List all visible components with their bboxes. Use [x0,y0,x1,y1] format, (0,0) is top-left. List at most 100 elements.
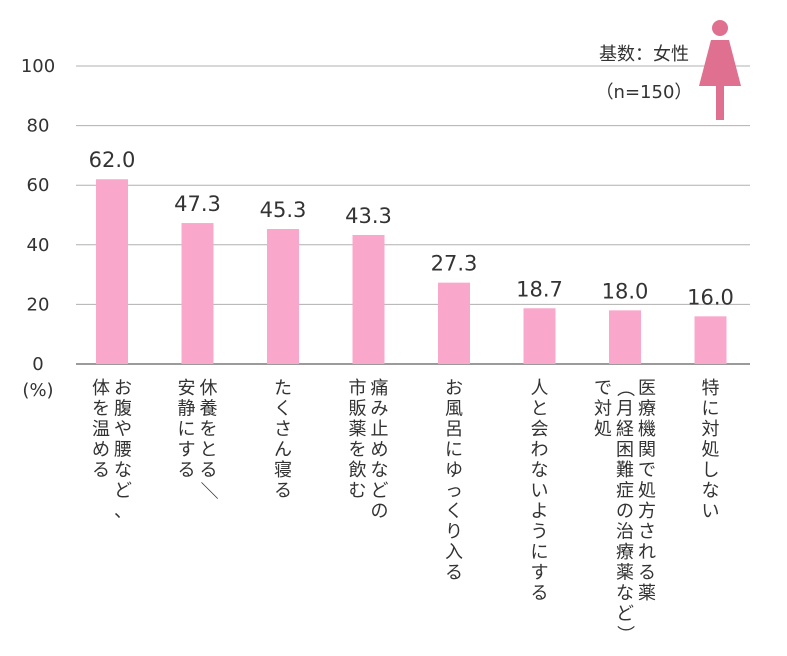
category-char: ど [114,481,132,502]
value-label: 18.0 [602,279,649,303]
value-label: 62.0 [89,148,136,172]
category-char: 薬 [638,583,656,604]
y-tick-label: 80 [27,116,50,137]
category-char: 飲 [349,460,367,481]
category-char: を [92,399,110,420]
category-char: ゆ [445,460,463,481]
category-char: め [371,440,389,461]
category-char: お [445,378,463,399]
category-char: 月 [616,399,634,420]
category-char: 静 [178,399,196,420]
category-char: ん [274,440,292,461]
category-char: で [638,460,656,481]
category-char: と [531,399,549,420]
value-label: 16.0 [687,285,734,309]
category-char: 特 [702,378,720,399]
category-char: う [531,522,549,543]
category-char: 腰 [114,440,132,461]
category-char: な [114,460,132,481]
category-char: 会 [531,419,549,440]
category-char: 休 [200,378,218,399]
category-char: 症 [616,481,634,502]
category-char: 処 [594,419,612,440]
category-char: い [702,501,720,522]
category-char: 安 [178,378,196,399]
value-labels: 62.0 47.3 45.3 43.3 27.3 18.7 18.0 16.0 [89,148,734,309]
bar [609,310,641,364]
category-char: な [702,481,720,502]
category-char: っ [445,481,463,502]
category-char: ／ [198,482,219,500]
unit-label: (%) [22,380,53,401]
icon-dress [699,40,741,86]
category-char: 対 [702,419,720,440]
category-char: に [178,419,196,440]
category-char: れ [638,542,656,563]
category-char: を [200,419,218,440]
category-char: た [274,378,292,399]
category-char: （ [614,379,635,397]
bar [267,229,299,364]
category-char: 薬 [616,563,634,584]
category-char: 市 [349,378,367,399]
category-char: る [178,460,196,481]
category-char: わ [531,440,549,461]
category-char: の [371,501,389,522]
bar [694,316,727,364]
category-char: ） [614,625,635,643]
y-tick-label: 60 [27,175,50,196]
category-char: な [371,460,389,481]
value-label: 45.3 [260,198,307,222]
category-char: や [114,419,132,440]
category-char: 難 [616,460,634,481]
category-label-line: で対処 [594,378,612,440]
category-char: 経 [616,419,634,440]
category-char: 機 [638,419,656,440]
category-char: な [531,460,549,481]
category-char: る [92,460,110,481]
category-char: 処 [702,440,720,461]
category-char: 薬 [349,419,367,440]
bar [352,234,385,364]
category-char: 腹 [114,399,132,420]
category-char: 呂 [445,419,463,440]
category-char: る [531,583,549,604]
category-char: 入 [445,542,463,563]
value-label: 47.3 [174,192,221,216]
category-char: く [274,399,292,420]
category-char: る [274,481,292,502]
category-char: で [594,378,612,399]
category-char: に [531,542,549,563]
category-char: の [616,501,634,522]
category-char: 人 [531,378,549,399]
category-char: 温 [92,419,110,440]
category-char: み [371,399,389,420]
category-char: な [616,583,634,604]
category-char: む [349,481,367,502]
category-char: ど [371,481,389,502]
category-char: し [702,460,720,481]
category-char: 方 [638,501,656,522]
category-char: り [445,522,463,543]
y-axis-ticks: 0 20 40 60 80 100 [21,56,55,375]
legend-n-label: （n=150） [596,82,693,103]
